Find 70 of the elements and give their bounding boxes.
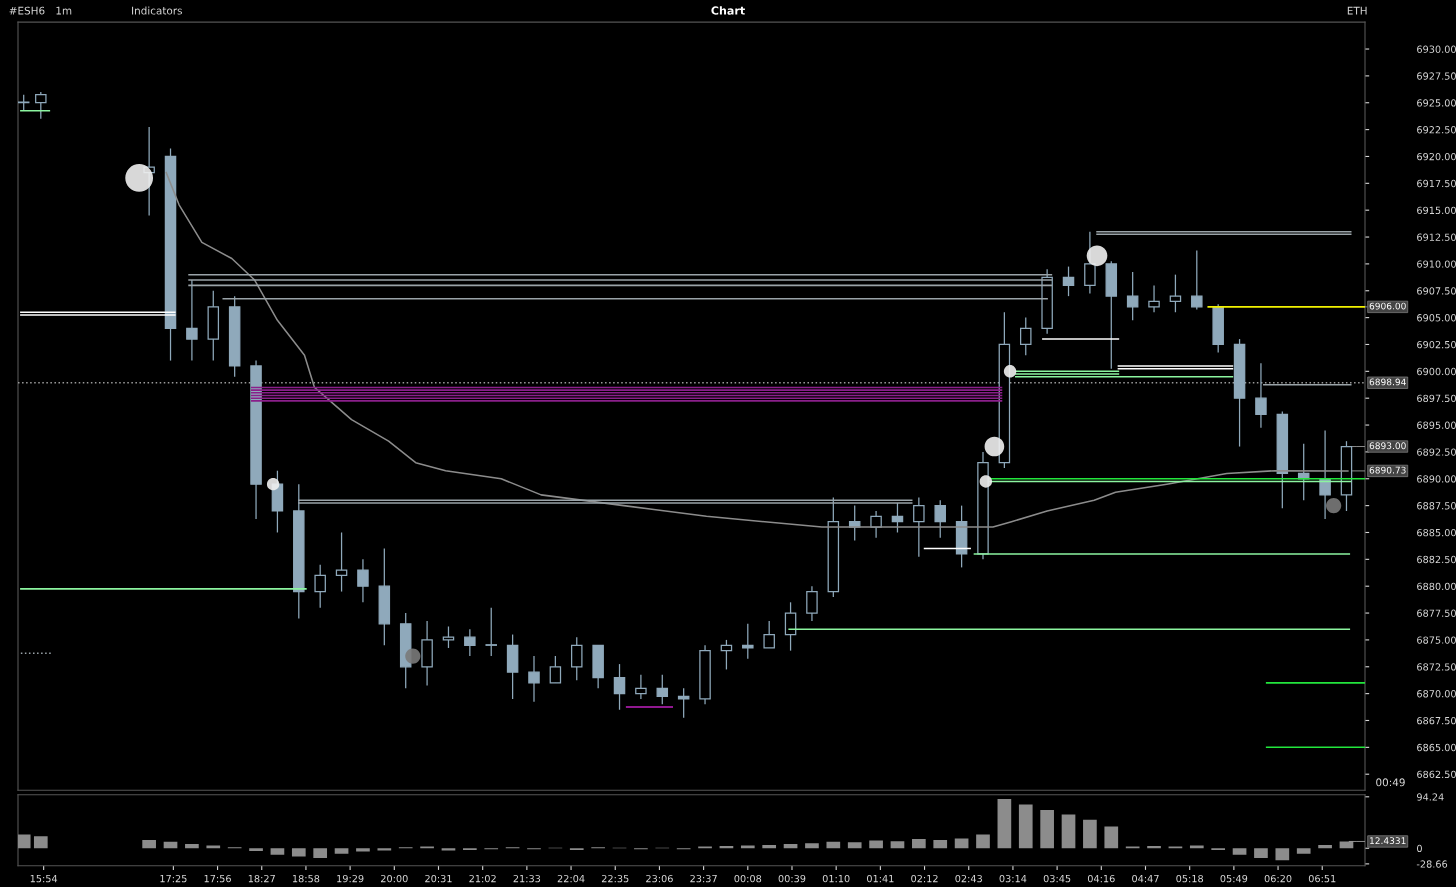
x-tick-label: 00:08 (734, 874, 762, 883)
x-tick-label: 23:06 (646, 874, 673, 883)
x-tick-label: 20:31 (425, 874, 452, 883)
y-tick-label: 6877.50 (1417, 609, 1456, 617)
y-tick-label: 6872.50 (1417, 663, 1456, 671)
y-tick-label: 6865.00 (1417, 743, 1456, 752)
y-tick-label: 6927.50 (1417, 72, 1456, 80)
y-tick-label: 6887.50 (1417, 502, 1456, 510)
text: ETH (1347, 6, 1367, 15)
y-tick-label: 6870.00 (1417, 690, 1456, 698)
y-tick-label: 0 (1417, 844, 1422, 853)
y-tick-label: 6907.50 (1417, 287, 1456, 295)
x-tick-label: 19:29 (337, 874, 364, 883)
x-tick-label: 18:58 (292, 874, 320, 883)
x-tick-label: 17:25 (160, 874, 187, 883)
text: Indicators (132, 6, 182, 15)
chart-title: Chart (711, 6, 745, 15)
y-tick-label: 6917.50 (1417, 179, 1456, 188)
x-tick-label: 01:10 (822, 874, 850, 883)
x-tick-label: 22:35 (601, 874, 629, 883)
y-tick-label: -28.66 (1416, 860, 1448, 868)
ref-line-label: 6898.94 (1369, 378, 1406, 386)
y-tick-label: 6895.00 (1417, 421, 1456, 429)
y-tick-label: 6892.50 (1417, 448, 1456, 456)
y-tick-label: 6915.00 (1417, 206, 1456, 215)
x-tick-label: 22:04 (557, 874, 585, 883)
x-tick-label: 20:00 (381, 874, 408, 883)
text: #ESH6 (9, 6, 45, 15)
x-tick-label: 18:27 (248, 874, 275, 883)
text: 00:49 (1376, 778, 1405, 787)
x-tick-label: 02:43 (955, 874, 982, 883)
annotation: 6890.73 (1369, 466, 1406, 474)
y-tick-label: 94.24 (1417, 793, 1444, 801)
x-tick-label: 04:16 (1087, 874, 1115, 883)
x-tick-label: 06:51 (1308, 874, 1336, 883)
y-tick-label: 6930.00 (1417, 45, 1456, 53)
x-tick-label: 23:37 (690, 874, 717, 883)
x-tick-label: 01:41 (867, 874, 894, 883)
y-tick-label: 6890.00 (1417, 475, 1456, 483)
annotation: 12.4331 (1370, 837, 1406, 845)
x-tick-label: 17:56 (204, 874, 231, 883)
annotation: 6893.00 (1369, 442, 1406, 450)
y-tick-label: 6900.00 (1417, 367, 1456, 376)
y-tick-label: 6867.50 (1417, 716, 1456, 725)
x-tick-label: 06:20 (1264, 874, 1292, 883)
x-tick-label: 21:02 (469, 874, 496, 883)
x-tick-label: 15:54 (30, 875, 58, 883)
x-tick-label: 05:49 (1220, 874, 1248, 883)
x-tick-label: 03:45 (1043, 874, 1071, 883)
x-tick-label: 02:12 (911, 874, 938, 883)
y-tick-label: 6912.50 (1417, 233, 1456, 241)
y-tick-label: 6922.50 (1417, 126, 1456, 134)
x-tick-label: 03:14 (999, 874, 1027, 883)
annotation: 6906.00 (1369, 302, 1406, 310)
y-tick-label: 6880.00 (1417, 582, 1456, 591)
y-tick-label: 6882.50 (1417, 555, 1456, 564)
x-tick-label: 21:33 (513, 874, 541, 883)
y-tick-label: 6902.50 (1417, 340, 1456, 349)
text: 1m (56, 6, 72, 15)
y-tick-label: 6885.00 (1417, 528, 1456, 537)
y-tick-label: 6920.00 (1417, 152, 1456, 161)
y-tick-label: 6910.00 (1417, 260, 1456, 268)
y-tick-label: 6905.00 (1417, 314, 1456, 322)
x-tick-label: 00:39 (778, 874, 806, 883)
x-tick-label: 04:47 (1132, 874, 1159, 883)
x-tick-label: 05:18 (1176, 874, 1204, 883)
y-tick-label: 6862.50 (1417, 770, 1456, 779)
y-tick-label: 6875.00 (1417, 636, 1456, 644)
y-tick-label: 6897.50 (1417, 394, 1456, 403)
y-tick-label: 6925.00 (1417, 99, 1456, 107)
